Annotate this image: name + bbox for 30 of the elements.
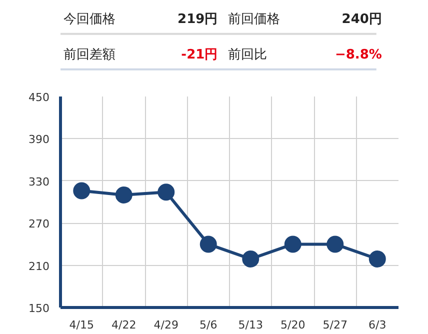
x-tick-label: 5/13 — [238, 318, 263, 332]
text: 今回価格 — [64, 12, 116, 28]
x-tick-label: 5/6 — [200, 318, 218, 332]
text: 240円 — [342, 12, 382, 28]
text: 前回差額 — [64, 48, 116, 63]
text: 前回比 — [228, 48, 267, 63]
point — [158, 184, 175, 201]
y-tick-label: 330 — [28, 175, 50, 188]
y-tick-label: 450 — [28, 91, 50, 104]
text: −8.8% — [334, 48, 382, 63]
x-tick-label: 6/3 — [368, 318, 386, 332]
text: 219円 — [178, 12, 218, 28]
y-tick-label: 150 — [28, 302, 50, 315]
y-tick-label: 390 — [28, 133, 50, 146]
point — [284, 236, 302, 253]
point — [326, 236, 344, 253]
x-tick-label: 4/22 — [112, 318, 136, 332]
y-tick-label: 210 — [28, 260, 50, 273]
x-tick-label: 5/20 — [280, 318, 306, 332]
x-tick-label: 5/27 — [322, 318, 348, 332]
x-tick-label: 4/29 — [154, 318, 178, 332]
point — [200, 236, 217, 253]
point — [242, 250, 260, 268]
text: -21円 — [181, 48, 218, 63]
text: 前回価格 — [228, 12, 280, 28]
x-tick-label: 4/15 — [69, 318, 94, 332]
point — [115, 186, 132, 204]
point — [368, 250, 386, 268]
point — [73, 182, 90, 200]
y-tick-label: 270 — [28, 218, 50, 231]
